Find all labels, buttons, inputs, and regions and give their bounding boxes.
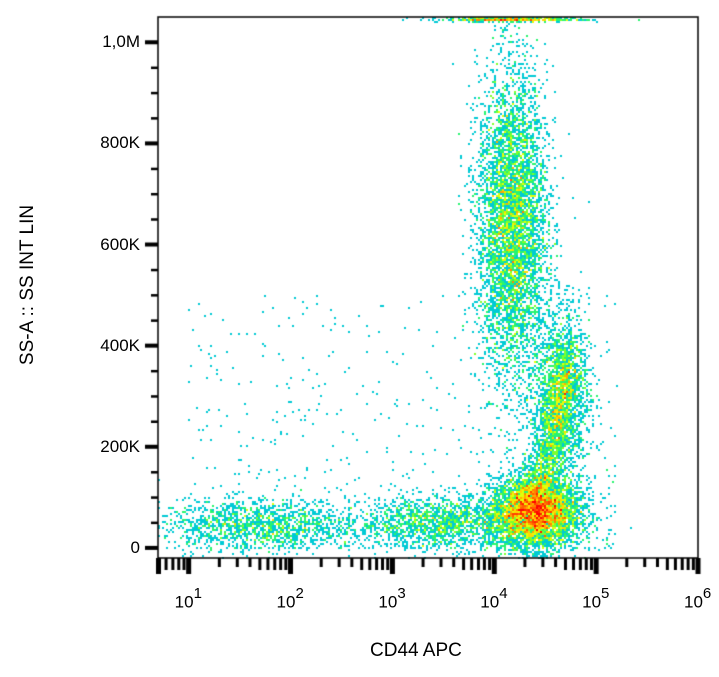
- y-tick-label: 200K: [100, 436, 140, 456]
- y-tick-label: 400K: [100, 335, 140, 355]
- x-tick-label: 105: [582, 585, 610, 612]
- y-tick-label: 600K: [100, 234, 140, 254]
- y-axis-title: SS-A :: SS INT LIN: [17, 204, 38, 366]
- x-tick-label: 104: [480, 585, 508, 612]
- x-tick-label: 106: [684, 585, 712, 612]
- y-tick-label: 1,0M: [102, 32, 140, 52]
- x-tick-label: 103: [378, 585, 406, 612]
- x-axis-title: CD44 APC: [370, 640, 462, 661]
- y-tick-label: 800K: [100, 133, 140, 153]
- x-tick-label: 102: [276, 585, 304, 612]
- x-tick-label: 101: [174, 585, 202, 612]
- y-tick-label: 0: [130, 537, 140, 557]
